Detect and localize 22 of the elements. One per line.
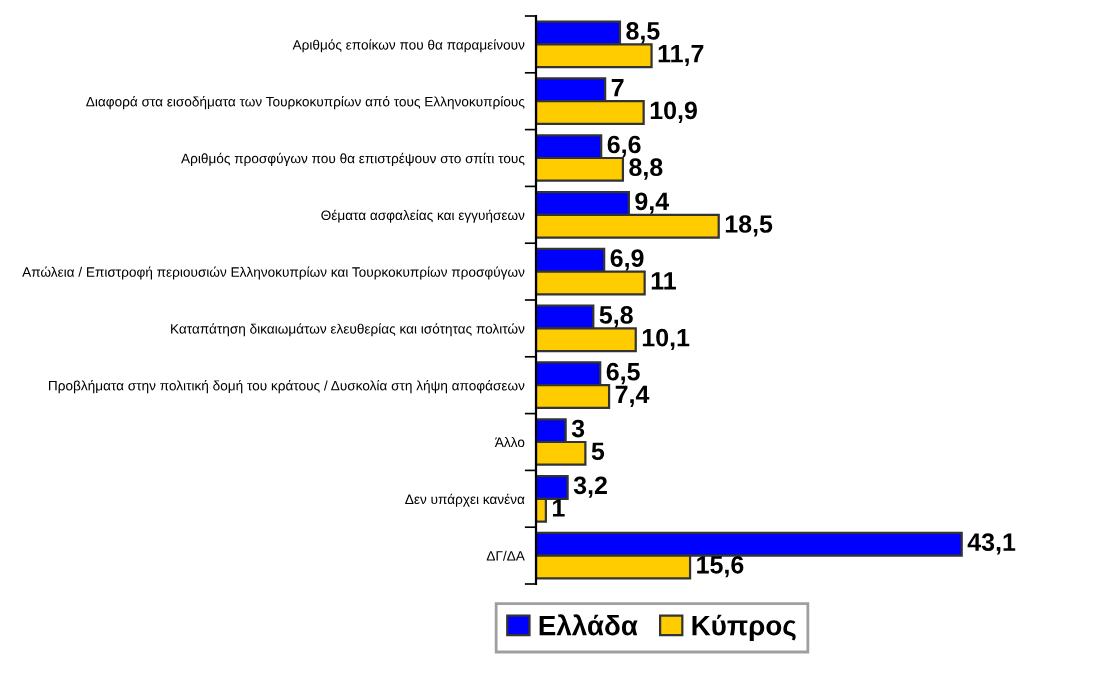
data-label: 8,8 xyxy=(629,158,663,180)
data-label: 1 xyxy=(553,499,565,517)
data-label: 10,1 xyxy=(642,328,690,351)
data-label: 9,4 xyxy=(635,192,670,214)
data-label: 10,9 xyxy=(650,101,697,123)
legend-label: Ελλάδα xyxy=(539,614,638,636)
data-label: 3,2 xyxy=(573,476,607,498)
data-label: 11,7 xyxy=(658,45,704,67)
data-label: 5,8 xyxy=(599,306,633,328)
legend-label: Κύπρος xyxy=(692,614,796,641)
data-label: 6,5 xyxy=(606,362,640,385)
data-label: 7 xyxy=(611,79,624,97)
data-label: 6,6 xyxy=(607,135,641,157)
data-label: 15,6 xyxy=(697,555,744,578)
data-label: 43,1 xyxy=(967,533,1016,555)
data-label: 5 xyxy=(591,442,605,461)
data-label: 8,5 xyxy=(626,22,660,44)
data-label: 6,9 xyxy=(610,249,644,271)
data-label: 11 xyxy=(651,272,676,290)
data-label: 7,4 xyxy=(615,385,650,407)
data-label: 3 xyxy=(571,419,585,438)
data-label: 18,5 xyxy=(725,215,773,237)
